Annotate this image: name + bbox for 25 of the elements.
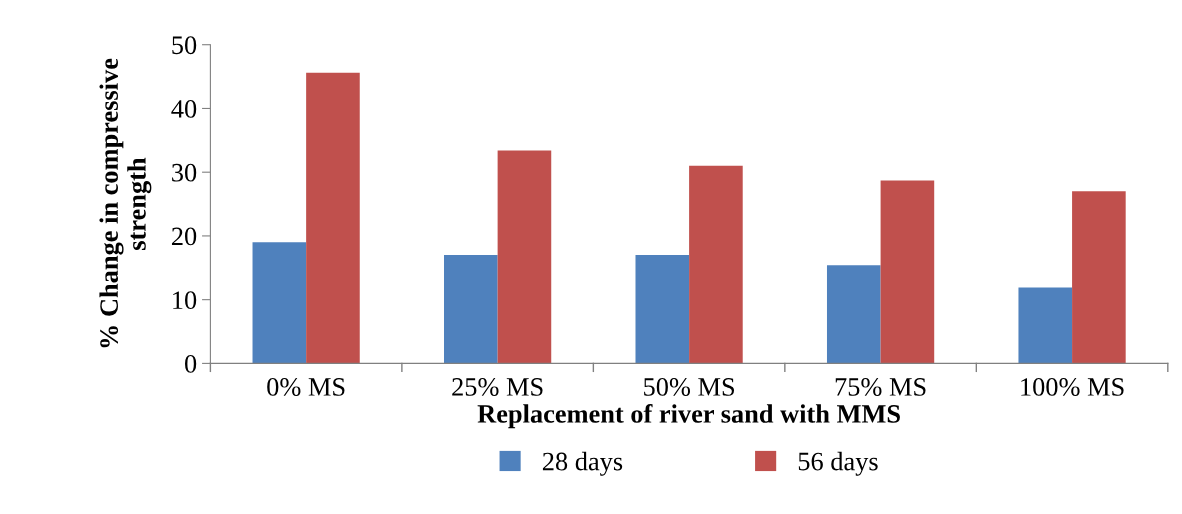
y-axis-title: % Change in compressive strength: [99, 58, 152, 348]
bar: [252, 242, 307, 364]
y-tick-label: 30: [172, 163, 197, 182]
y-tick-label: 50: [172, 36, 197, 55]
legend-label: 28 days: [542, 451, 623, 476]
bar: [635, 255, 690, 364]
y-tick-label: 0: [185, 355, 197, 373]
y-tick-label: 20: [171, 227, 197, 246]
bar: [689, 165, 743, 364]
x-tick-label: 100% MS: [1021, 378, 1124, 396]
y-tick-label: 40: [171, 100, 197, 118]
y-tick-label: 10: [173, 291, 197, 310]
bar: [826, 265, 881, 364]
x-axis-title: Replacement of river sand with MMS: [477, 404, 900, 429]
x-tick-label: 0% MS: [267, 378, 345, 396]
bar: [306, 72, 360, 364]
x-tick-label: 50% MS: [644, 378, 735, 396]
legend-label: 56 days: [798, 451, 878, 476]
bar: [880, 180, 935, 364]
bar: [497, 150, 552, 364]
bar: [444, 255, 498, 364]
bar: [1018, 287, 1073, 364]
x-tick-label: 75% MS: [835, 378, 926, 396]
bar: [1072, 191, 1126, 364]
x-tick-label: 25% MS: [452, 378, 543, 396]
